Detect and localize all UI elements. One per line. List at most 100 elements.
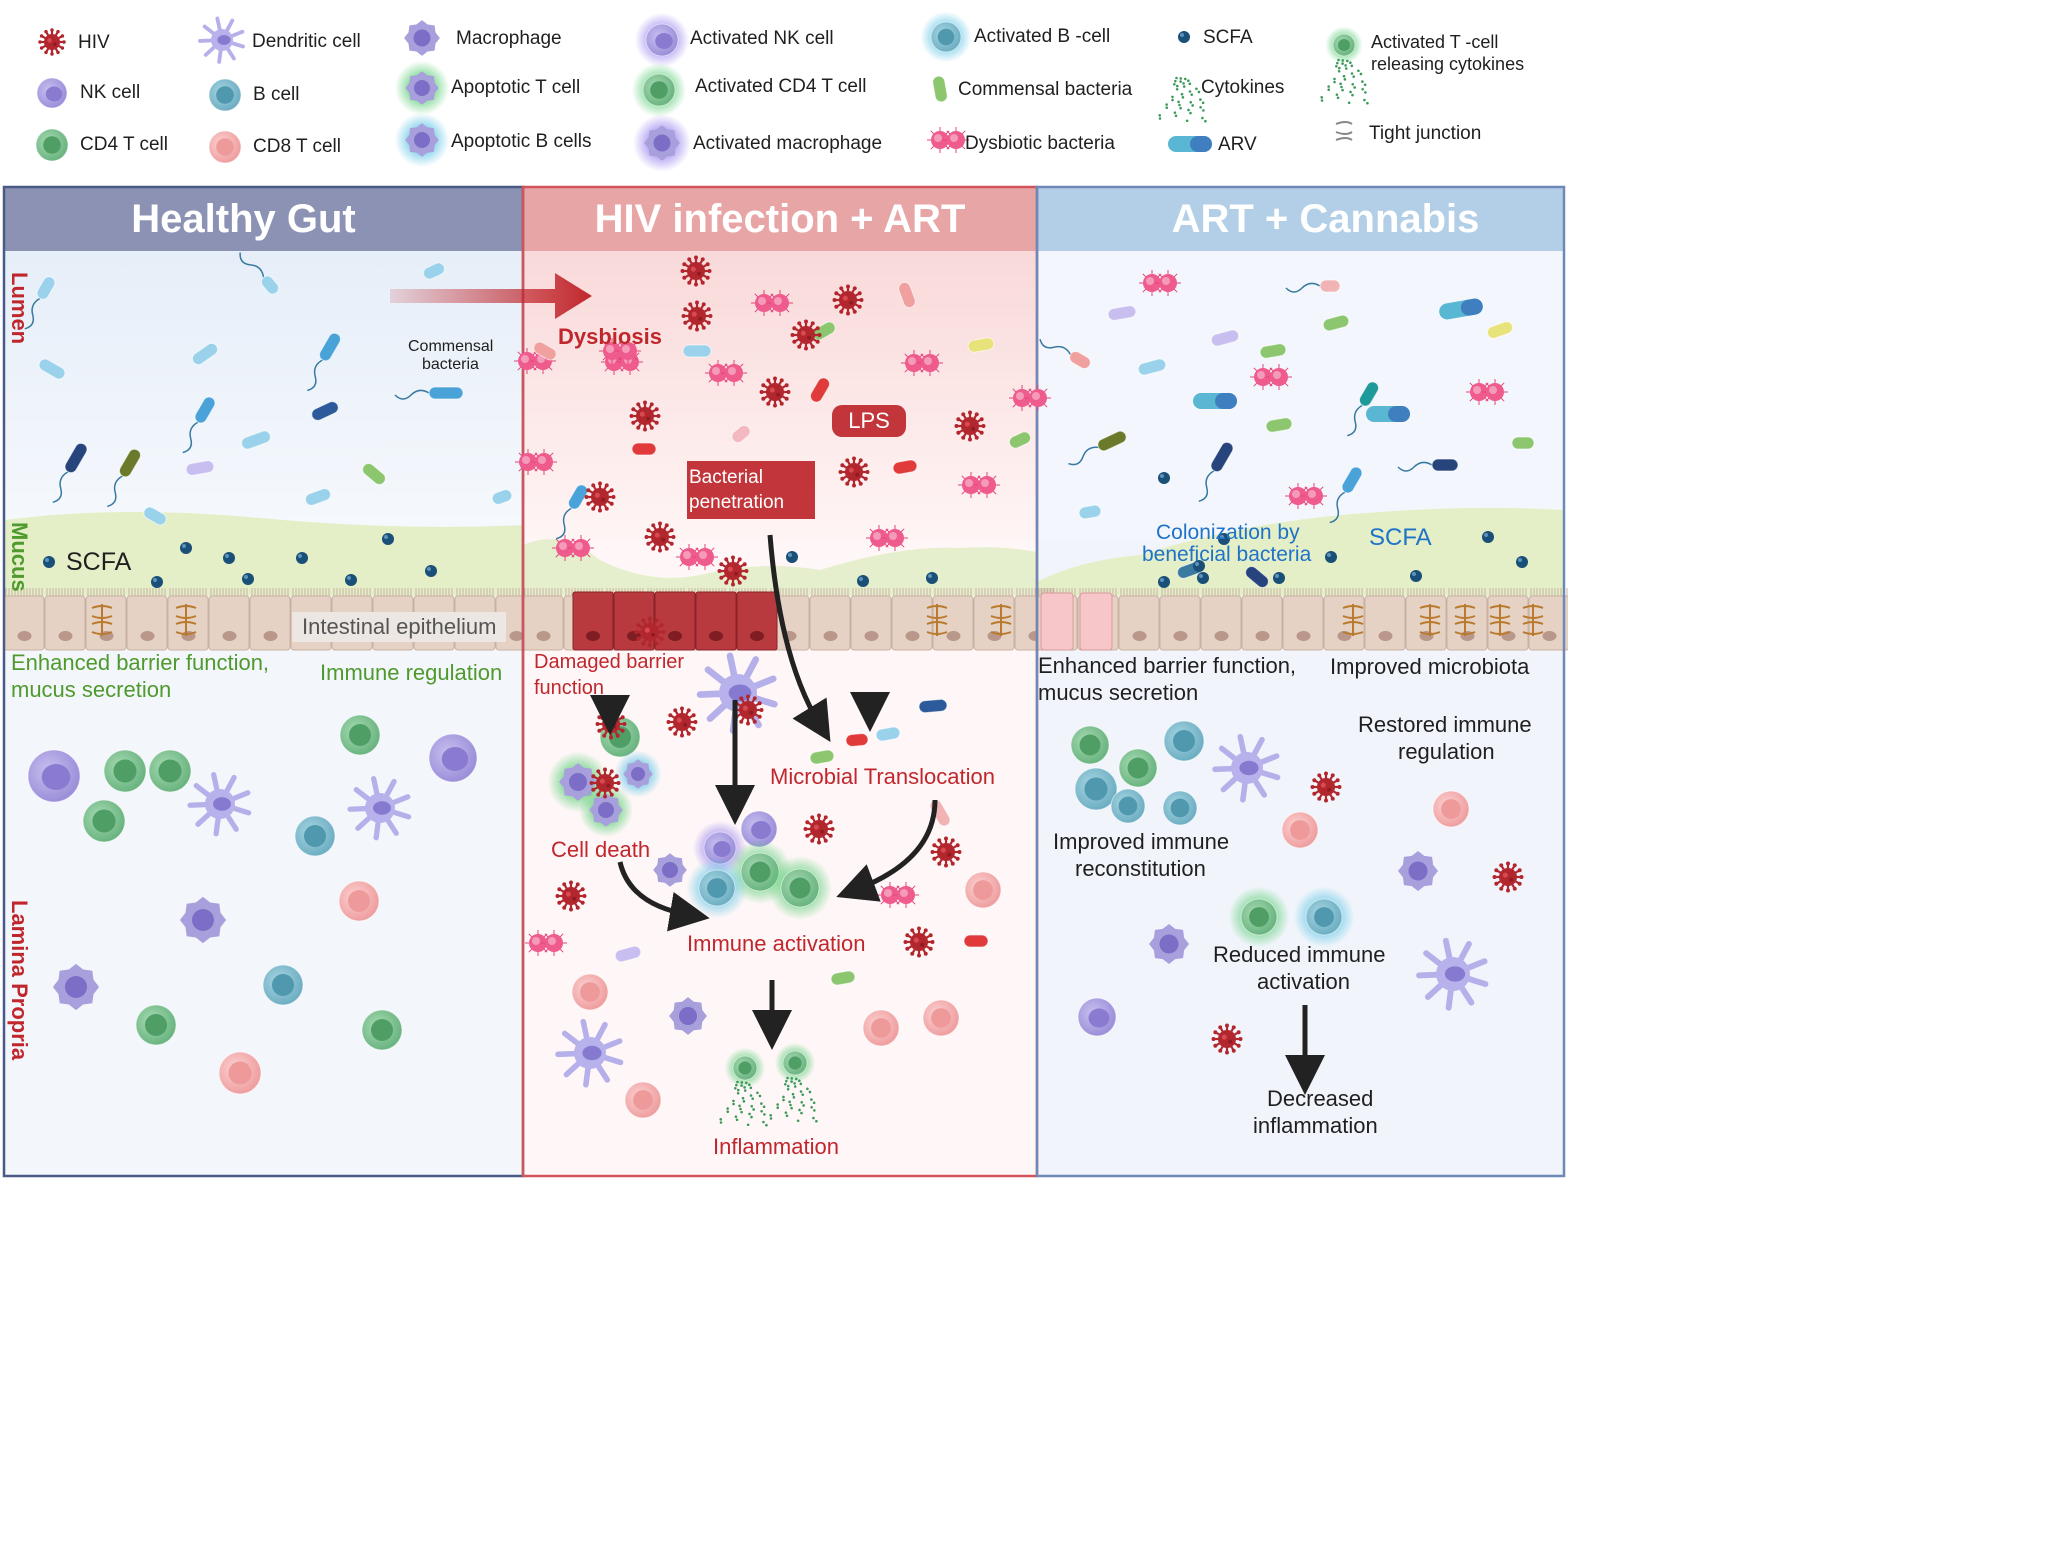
reconstitution-label-line2: reconstitution — [1075, 856, 1206, 881]
cd4-icon — [1118, 748, 1158, 788]
commensal-label-line2: bacteria — [422, 356, 479, 373]
macrophage-icon — [394, 60, 450, 116]
decreased-inflammation-label: Decreased — [1267, 1086, 1374, 1111]
bacterium-icon — [1198, 441, 1234, 503]
scfa-label: SCFA — [66, 548, 132, 576]
cd4-icon — [1070, 725, 1110, 765]
mucus-label: Mucus — [7, 522, 32, 592]
dysbiotic-bacteria-icon — [514, 348, 556, 374]
damaged-barrier-label: Damaged barrier — [534, 651, 685, 673]
mucus-layer — [523, 539, 1037, 596]
improved-microbiota-label: Improved microbiota — [1330, 654, 1530, 679]
hiv-art-title: HIV infection + ART — [594, 196, 966, 241]
scfa-icon — [926, 572, 938, 584]
dysbiotic-bacteria-icon — [1009, 385, 1051, 411]
dysbiotic-bacteria-icon — [1250, 364, 1292, 390]
hiv-virus-icon — [832, 284, 864, 316]
dysbiotic-bacteria-icon — [1466, 379, 1508, 405]
commensal-label: Commensal — [408, 338, 494, 355]
bacterium-icon — [830, 970, 856, 986]
mucus-layer — [4, 511, 523, 596]
bacterium-icon — [556, 484, 588, 540]
bacterium-icon — [1329, 466, 1363, 524]
bcell-icon — [208, 78, 242, 112]
cd4-icon — [361, 1009, 403, 1051]
diagram-canvas: HIV NK cell CD4 T cell Dendritic cell B … — [2, 11, 1570, 1178]
hiv-virus-icon — [732, 694, 764, 726]
scfa-icon — [180, 542, 192, 554]
legend-hiv: HIV — [78, 32, 110, 53]
hiv-virus-icon — [903, 926, 935, 958]
tight-junction-icon — [175, 604, 197, 636]
hiv-virus-icon — [38, 28, 66, 56]
bacterium-icon — [1137, 358, 1167, 376]
cytokine-release — [719, 58, 1369, 1127]
bacterium-icon — [731, 424, 751, 444]
legend-dysbiotic-bacteria: Dysbiotic bacteria — [965, 133, 1115, 154]
nk-icon — [634, 12, 690, 68]
legend-dendritic-cell: Dendritic cell — [252, 31, 361, 52]
restored-immune-label-line2: regulation — [1398, 739, 1495, 764]
bacterium-icon — [918, 698, 948, 714]
healthy-barrier-label: Enhanced barrier function, — [11, 650, 270, 675]
hiv-virus-icon — [930, 836, 962, 868]
arv-capsule-icon — [1193, 393, 1237, 409]
hiv-virus-icon — [954, 410, 986, 442]
legend-cd4-t-cell: CD4 T cell — [80, 134, 168, 155]
healthy-gut-title: Healthy Gut — [131, 196, 356, 241]
lumen-label: Lumen — [7, 272, 32, 345]
macrophage-icon — [653, 853, 687, 887]
dysbiosis-label: Dysbiosis — [558, 324, 662, 349]
hiv-virus-icon — [634, 616, 666, 648]
tight-junction-icon — [926, 604, 948, 636]
immune-regulation-label: Immune regulation — [320, 660, 503, 685]
macrophage-icon — [179, 896, 227, 944]
hiv-layer — [38, 28, 1524, 1055]
tight-junction-icon — [990, 604, 1012, 636]
legend-apoptotic-t-cell: Apoptotic T cell — [451, 77, 581, 98]
hiv-virus-icon — [759, 376, 791, 408]
legend-cd8-t-cell: CD8 T cell — [253, 136, 341, 157]
tight-junction-icon — [1454, 604, 1476, 636]
bacterium-icon — [1511, 436, 1535, 450]
bacterium-icon — [394, 386, 464, 400]
bacterium-icon — [1486, 321, 1514, 339]
legend-nk-cell: NK cell — [80, 82, 141, 103]
bacterium-icon — [631, 442, 657, 456]
macrophage-icon — [633, 114, 691, 172]
dysbiotic-bacteria-icon — [525, 930, 567, 956]
bacterium-icon — [1322, 314, 1350, 332]
bacterium-icon — [362, 463, 386, 485]
dysbiotic-bacteria-icon — [866, 525, 908, 551]
bcell-icon — [1162, 790, 1198, 826]
bacterium-icon — [1210, 329, 1240, 347]
hiv-virus-icon — [717, 555, 749, 587]
cannabis-barrier-label: Enhanced barrier function, — [1038, 653, 1297, 678]
macrophage-icon — [669, 997, 707, 1035]
cd4-icon — [148, 749, 192, 793]
legend-tight-junction: Tight junction — [1369, 123, 1482, 144]
hiv-virus-icon — [790, 319, 822, 351]
scfa-icon — [1218, 533, 1230, 545]
scfa-icon — [1193, 560, 1205, 572]
legend-activated-cd4-t-cell: Activated CD4 T cell — [695, 76, 867, 97]
legend-scfa: SCFA — [1203, 27, 1253, 48]
cannabis-barrier-label-line2: mucus secretion — [1038, 680, 1199, 705]
bacterium-icon — [191, 342, 219, 366]
inflammation-label: Inflammation — [713, 1134, 839, 1159]
arv-capsule-icon — [1366, 406, 1410, 422]
scfa-icon — [151, 576, 163, 588]
bacterium-icon — [1259, 343, 1287, 359]
macrophage-icon — [578, 782, 634, 838]
cannabis-header-bar — [1037, 187, 1564, 251]
bacterium-icon — [422, 262, 446, 280]
scfa-icon — [1410, 570, 1422, 582]
cd8-icon — [624, 1081, 662, 1119]
cytokines-icon — [1158, 76, 1207, 123]
tight-junction-icon — [1489, 604, 1511, 636]
tight-junction-icon — [1342, 604, 1364, 636]
cd4-icon — [35, 128, 69, 162]
bacterium-icon — [107, 448, 141, 508]
cd8-icon — [1281, 811, 1319, 849]
legend-activated-nk-cell: Activated NK cell — [690, 28, 834, 49]
